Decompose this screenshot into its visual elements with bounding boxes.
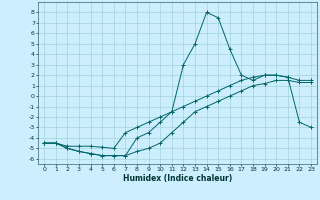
X-axis label: Humidex (Indice chaleur): Humidex (Indice chaleur)	[123, 174, 232, 183]
